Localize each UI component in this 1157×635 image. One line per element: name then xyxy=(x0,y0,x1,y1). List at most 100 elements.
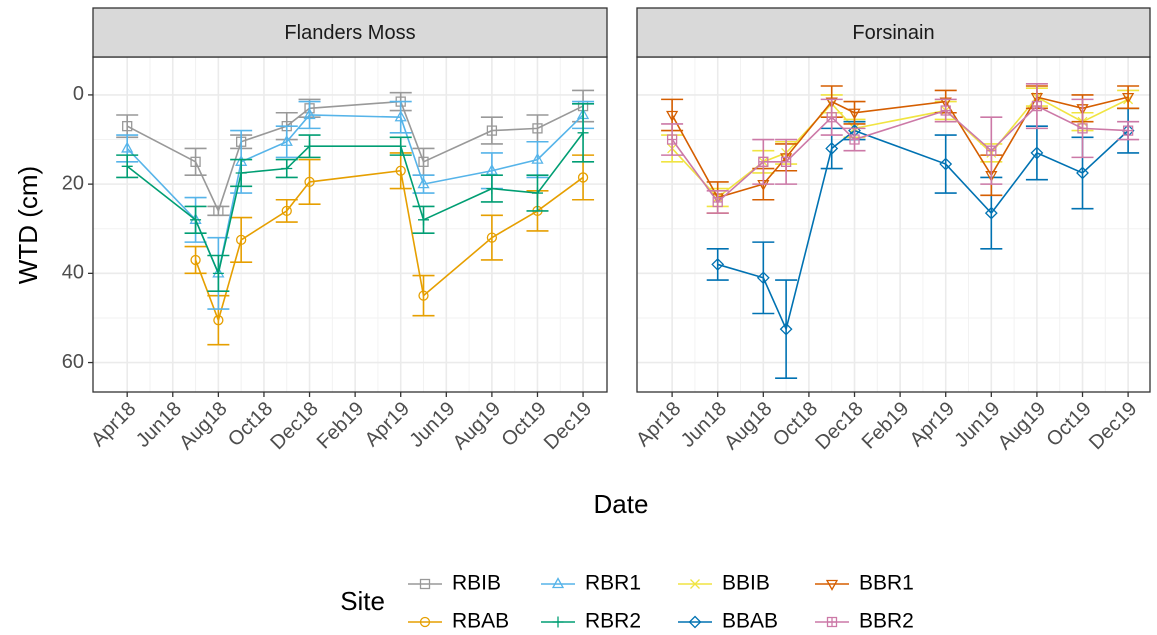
x-tick-label: Jun18 xyxy=(132,398,186,452)
legend-label: RBR1 xyxy=(585,572,641,595)
marker xyxy=(688,615,702,629)
marker xyxy=(690,579,700,589)
marker xyxy=(848,108,861,120)
marker xyxy=(826,112,837,123)
legend-label: RBAB xyxy=(452,610,509,633)
y-tick-label: 0 xyxy=(73,83,84,105)
legend-label: BBAB xyxy=(722,610,778,633)
marker xyxy=(939,157,953,171)
y-tick-label: 40 xyxy=(62,262,84,284)
legend-entry: BBR2 xyxy=(815,610,914,633)
legend-entry: RBIB xyxy=(408,572,501,595)
marker xyxy=(984,206,998,220)
marker xyxy=(826,616,838,628)
x-tick-label: Oct19 xyxy=(1042,398,1095,451)
x-tick-label: Apr18 xyxy=(87,398,140,451)
panel-background xyxy=(93,57,607,392)
marker xyxy=(303,108,316,120)
series xyxy=(661,82,1140,214)
x-tick-label: Dec19 xyxy=(540,398,596,454)
x-tick-label: Dec18 xyxy=(811,398,867,454)
marker xyxy=(190,156,201,167)
legend-entry: RBR2 xyxy=(541,610,641,633)
line xyxy=(671,96,1129,199)
x-tick-label: Oct18 xyxy=(769,398,822,451)
y-axis-title: WTD (cm) xyxy=(13,166,43,284)
x-tick-label: Dec19 xyxy=(1085,398,1141,454)
x-tick-label: Jun19 xyxy=(405,398,459,452)
marker xyxy=(1122,125,1134,136)
line xyxy=(194,169,584,323)
marker xyxy=(417,177,430,189)
marker xyxy=(418,214,430,226)
marker xyxy=(1077,123,1088,134)
x-tick-label: Oct19 xyxy=(497,398,550,451)
marker xyxy=(666,134,678,145)
marker xyxy=(711,258,725,271)
marker xyxy=(394,110,407,122)
marker xyxy=(532,123,543,134)
marker xyxy=(577,127,589,139)
x-tick-label: Aug19 xyxy=(994,398,1050,454)
marker xyxy=(213,315,224,326)
marker xyxy=(395,165,406,176)
strip-label: Forsinain xyxy=(852,22,934,44)
marker xyxy=(1076,166,1089,180)
x-tick-label: Aug18 xyxy=(175,398,231,454)
marker xyxy=(939,97,952,109)
marker xyxy=(552,616,564,628)
marker xyxy=(212,267,224,279)
marker xyxy=(235,167,247,179)
x-tick-label: Jun19 xyxy=(950,398,1004,452)
marker xyxy=(825,579,839,591)
legend-label: BBR2 xyxy=(859,610,914,633)
legend-entry: BBIB xyxy=(678,572,770,595)
series xyxy=(116,103,595,292)
x-tick-label: Dec18 xyxy=(266,398,322,454)
marker xyxy=(395,140,407,152)
legend-entry: BBR1 xyxy=(815,572,914,595)
marker xyxy=(577,172,589,183)
x-tick-label: Apr18 xyxy=(632,398,685,451)
legend-label: RBIB xyxy=(452,572,501,595)
strip xyxy=(636,7,1151,58)
legend-entry: RBAB xyxy=(408,610,509,633)
marker xyxy=(849,134,860,145)
marker xyxy=(779,322,793,336)
strip-label: Flanders Moss xyxy=(284,22,415,44)
x-tick-label: Oct18 xyxy=(224,398,277,451)
legend-label: BBIB xyxy=(722,572,770,595)
legend-label: BBR1 xyxy=(859,572,914,595)
marker xyxy=(418,156,429,167)
marker xyxy=(122,120,133,132)
marker xyxy=(486,232,498,243)
x-tick-label: Aug19 xyxy=(449,398,505,454)
marker xyxy=(281,205,292,217)
x-tick-label: Jun18 xyxy=(677,398,731,452)
marker xyxy=(486,125,498,136)
marker xyxy=(531,152,544,164)
marker xyxy=(756,271,770,285)
legend-title: Site xyxy=(340,586,385,616)
marker xyxy=(531,187,543,199)
marker xyxy=(758,156,769,167)
marker xyxy=(1030,146,1044,160)
marker xyxy=(419,578,431,590)
marker xyxy=(1122,92,1135,104)
marker xyxy=(940,105,951,116)
x-tick-label: Apr19 xyxy=(361,398,414,451)
marker xyxy=(281,163,293,175)
x-tick-label: Feb19 xyxy=(313,398,369,454)
marker xyxy=(121,160,133,172)
marker xyxy=(551,577,565,589)
legend-entry: BBAB xyxy=(678,610,778,633)
marker xyxy=(486,183,498,195)
marker xyxy=(825,142,839,155)
marker xyxy=(304,140,316,152)
marker xyxy=(190,254,201,266)
legend-entry: RBR1 xyxy=(541,572,641,595)
marker xyxy=(418,290,429,301)
x-axis-title: Date xyxy=(594,489,649,519)
